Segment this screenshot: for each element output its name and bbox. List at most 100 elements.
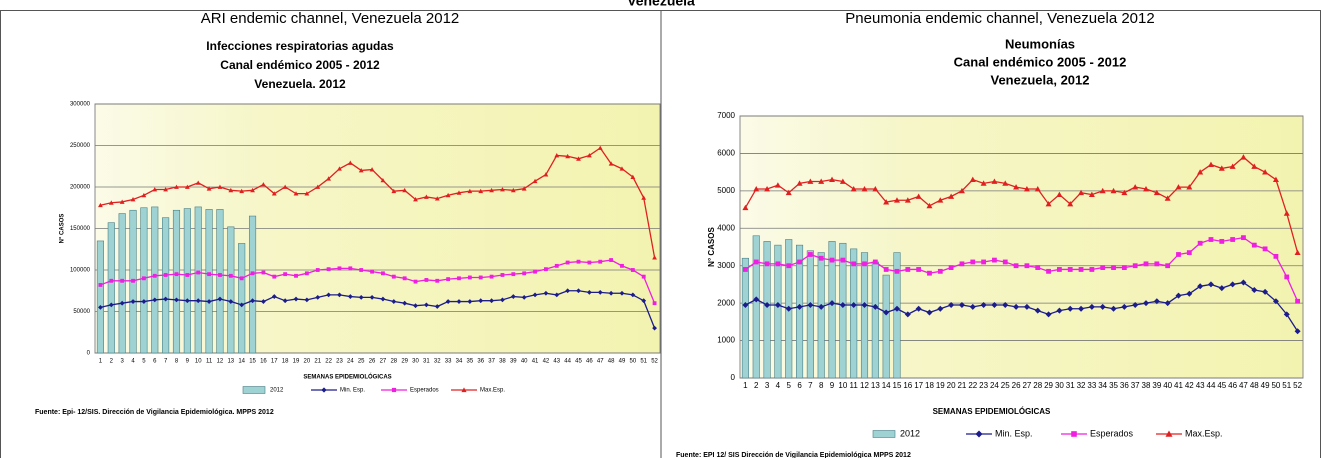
point-marker [1013, 263, 1019, 269]
point-marker [1045, 311, 1052, 318]
bar [151, 206, 159, 354]
point-marker [195, 298, 201, 304]
x-tick-label: 31 [423, 359, 430, 365]
point-marker [391, 274, 396, 279]
x-tick-label: 33 [445, 359, 452, 365]
x-tick-label: 6 [797, 381, 802, 390]
point-marker [652, 301, 657, 306]
point-marker [370, 269, 374, 274]
point-marker [937, 268, 943, 274]
point-marker [1251, 163, 1258, 169]
point-marker [862, 261, 867, 267]
point-marker [98, 202, 103, 208]
point-marker [163, 296, 169, 302]
point-marker [521, 186, 527, 191]
point-marker [872, 259, 878, 265]
point-marker [347, 160, 353, 165]
point-marker [576, 288, 581, 294]
y-tick-label: 6000 [717, 149, 735, 158]
point-marker [131, 278, 135, 283]
point-marker [904, 197, 911, 203]
point-marker [1165, 263, 1171, 269]
point-marker [829, 257, 835, 263]
point-marker [829, 300, 836, 307]
point-marker [239, 276, 244, 281]
bar [893, 252, 901, 379]
point-marker [1164, 195, 1171, 201]
x-tick-label: 35 [467, 359, 474, 365]
point-marker [1067, 200, 1074, 207]
bar [172, 209, 181, 354]
y-axis-label: N° CASOS [707, 227, 716, 267]
bar [806, 250, 814, 379]
legend-label: 2012 [270, 388, 284, 394]
point-marker [250, 298, 255, 304]
point-marker [500, 187, 505, 192]
point-marker [807, 302, 814, 309]
point-marker [1284, 274, 1290, 280]
point-marker [304, 297, 310, 303]
point-marker [851, 261, 857, 267]
x-tick-label: 50 [1271, 381, 1280, 390]
x-tick-label: 15 [249, 359, 256, 365]
point-marker [1132, 263, 1138, 269]
point-marker [141, 299, 147, 304]
point-marker [435, 278, 440, 283]
bar [752, 235, 760, 379]
point-marker [1046, 268, 1051, 274]
y-tick-label: 0 [731, 373, 736, 382]
point-marker [119, 300, 125, 306]
point-marker [1295, 298, 1300, 304]
point-marker [1273, 253, 1279, 259]
point-marker [948, 193, 955, 199]
x-tick-label: 38 [1142, 381, 1151, 390]
x-tick-label: 41 [1174, 381, 1183, 390]
point-marker [1219, 238, 1225, 244]
point-marker [337, 292, 342, 298]
point-marker [1088, 303, 1095, 310]
y-tick-label: 200000 [70, 185, 91, 191]
x-tick-label: 8 [819, 381, 824, 390]
point-marker [597, 290, 603, 295]
x-tick-label: 18 [925, 381, 934, 390]
point-marker [1164, 300, 1171, 307]
x-tick-label: 47 [597, 359, 604, 365]
point-marker [141, 276, 146, 281]
x-tick-label: 30 [1055, 381, 1064, 390]
point-marker [391, 188, 397, 194]
x-tick-label: 3 [765, 381, 770, 390]
point-marker [152, 273, 157, 278]
point-marker [282, 298, 288, 304]
point-marker [937, 197, 944, 203]
x-tick-label: 29 [401, 359, 408, 365]
point-marker [293, 191, 299, 196]
point-marker [174, 297, 179, 303]
point-marker [796, 180, 803, 186]
point-marker [380, 296, 386, 302]
x-tick-label: 45 [1217, 381, 1226, 390]
point-marker [1153, 298, 1160, 305]
point-marker [294, 273, 298, 278]
point-marker [818, 303, 825, 310]
point-marker [753, 259, 759, 265]
bar [216, 209, 224, 354]
point-marker [608, 161, 614, 166]
y-tick-label: 2000 [717, 298, 735, 307]
x-tick-label: 9 [186, 359, 190, 365]
point-marker [152, 297, 158, 303]
point-marker [872, 303, 879, 310]
x-tick-label: 18 [282, 359, 289, 365]
point-marker [970, 259, 976, 265]
point-marker [1078, 189, 1085, 196]
x-tick-label: 52 [651, 359, 658, 365]
point-marker [1283, 210, 1290, 216]
point-marker [402, 187, 408, 193]
point-marker [271, 294, 277, 299]
point-marker [543, 267, 548, 272]
x-tick-label: 20 [947, 381, 956, 390]
point-marker [196, 270, 201, 275]
point-marker [641, 298, 647, 304]
y-tick-label: 50000 [73, 309, 90, 315]
point-marker [348, 266, 353, 271]
point-marker [1132, 302, 1139, 309]
